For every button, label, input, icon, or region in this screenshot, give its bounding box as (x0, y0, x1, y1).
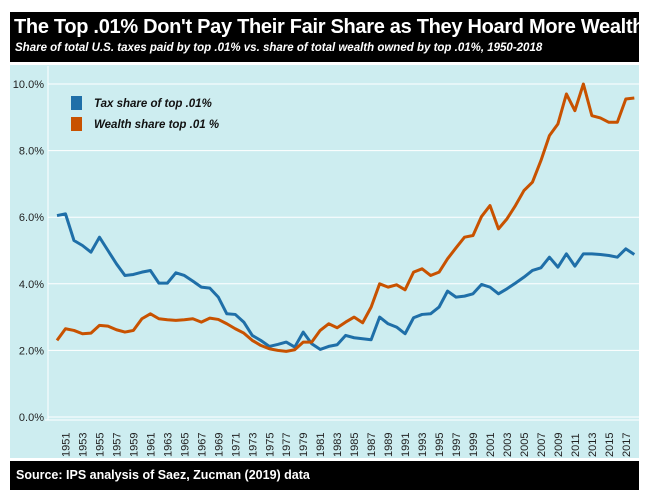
x-tick-label: 1993 (417, 433, 429, 457)
x-tick-label: 1991 (400, 433, 412, 457)
y-tick-label: 10.0% (13, 79, 44, 91)
legend-label: Tax share of top .01% (94, 98, 212, 110)
x-tick-label: 1951 (60, 433, 72, 457)
x-tick-label: 2001 (485, 433, 497, 457)
x-tick-label: 2009 (553, 433, 565, 457)
y-tick-label: 4.0% (19, 279, 44, 291)
x-tick-label: 1955 (94, 433, 106, 457)
x-tick-label: 2015 (604, 433, 616, 457)
chart-header: The Top .01% Don't Pay Their Fair Share … (10, 12, 645, 62)
series-line-wealth (55, 82, 635, 353)
x-tick-label: 1971 (230, 433, 242, 457)
y-tick-label: 2.0% (19, 345, 44, 357)
chart-footer: Source: IPS analysis of Saez, Zucman (20… (10, 461, 639, 490)
x-tick-label: 1983 (332, 433, 344, 457)
x-tick-label: 1957 (111, 433, 123, 457)
source-note: Source: IPS analysis of Saez, Zucman (20… (16, 468, 310, 482)
x-tick-label: 1981 (315, 433, 327, 457)
chart-subtitle: Share of total U.S. taxes paid by top .0… (15, 42, 543, 54)
x-tick-label: 1969 (213, 433, 225, 457)
x-tick-label: 1999 (468, 433, 480, 457)
x-tick-label: 1977 (281, 433, 293, 457)
x-tick-label: 1953 (77, 433, 89, 457)
x-tick-label: 2003 (502, 433, 514, 457)
x-tick-label: 1989 (383, 433, 395, 457)
x-tick-label: 2013 (587, 433, 599, 457)
x-tick-label: 1963 (162, 433, 174, 457)
x-tick-label: 1961 (145, 433, 157, 457)
x-tick-label: 2007 (536, 433, 548, 457)
legend-swatch (71, 117, 82, 131)
x-tick-label: 1975 (264, 433, 276, 457)
x-tick-label: 1967 (196, 433, 208, 457)
x-tick-label: 2017 (621, 433, 633, 457)
legend-label: Wealth share top .01 % (94, 119, 219, 131)
x-tick-label: 1965 (179, 433, 191, 457)
x-tick-label: 1997 (451, 433, 463, 457)
x-tick-label: 1973 (247, 433, 259, 457)
chart-title: The Top .01% Don't Pay Their Fair Share … (14, 16, 645, 38)
y-tick-label: 8.0% (19, 146, 44, 158)
x-tick-label: 1959 (128, 433, 140, 457)
x-tick-label: 1995 (434, 433, 446, 457)
series-line-tax (56, 212, 636, 351)
x-tick-label: 1979 (298, 433, 310, 457)
x-tick-label: 2005 (519, 433, 531, 457)
y-tick-label: 0.0% (19, 412, 44, 424)
x-tick-label: 1987 (366, 433, 378, 457)
legend-swatch (71, 96, 82, 110)
y-tick-label: 6.0% (19, 212, 44, 224)
x-tick-label: 1985 (349, 433, 361, 457)
x-tick-label: 2011 (570, 433, 582, 457)
